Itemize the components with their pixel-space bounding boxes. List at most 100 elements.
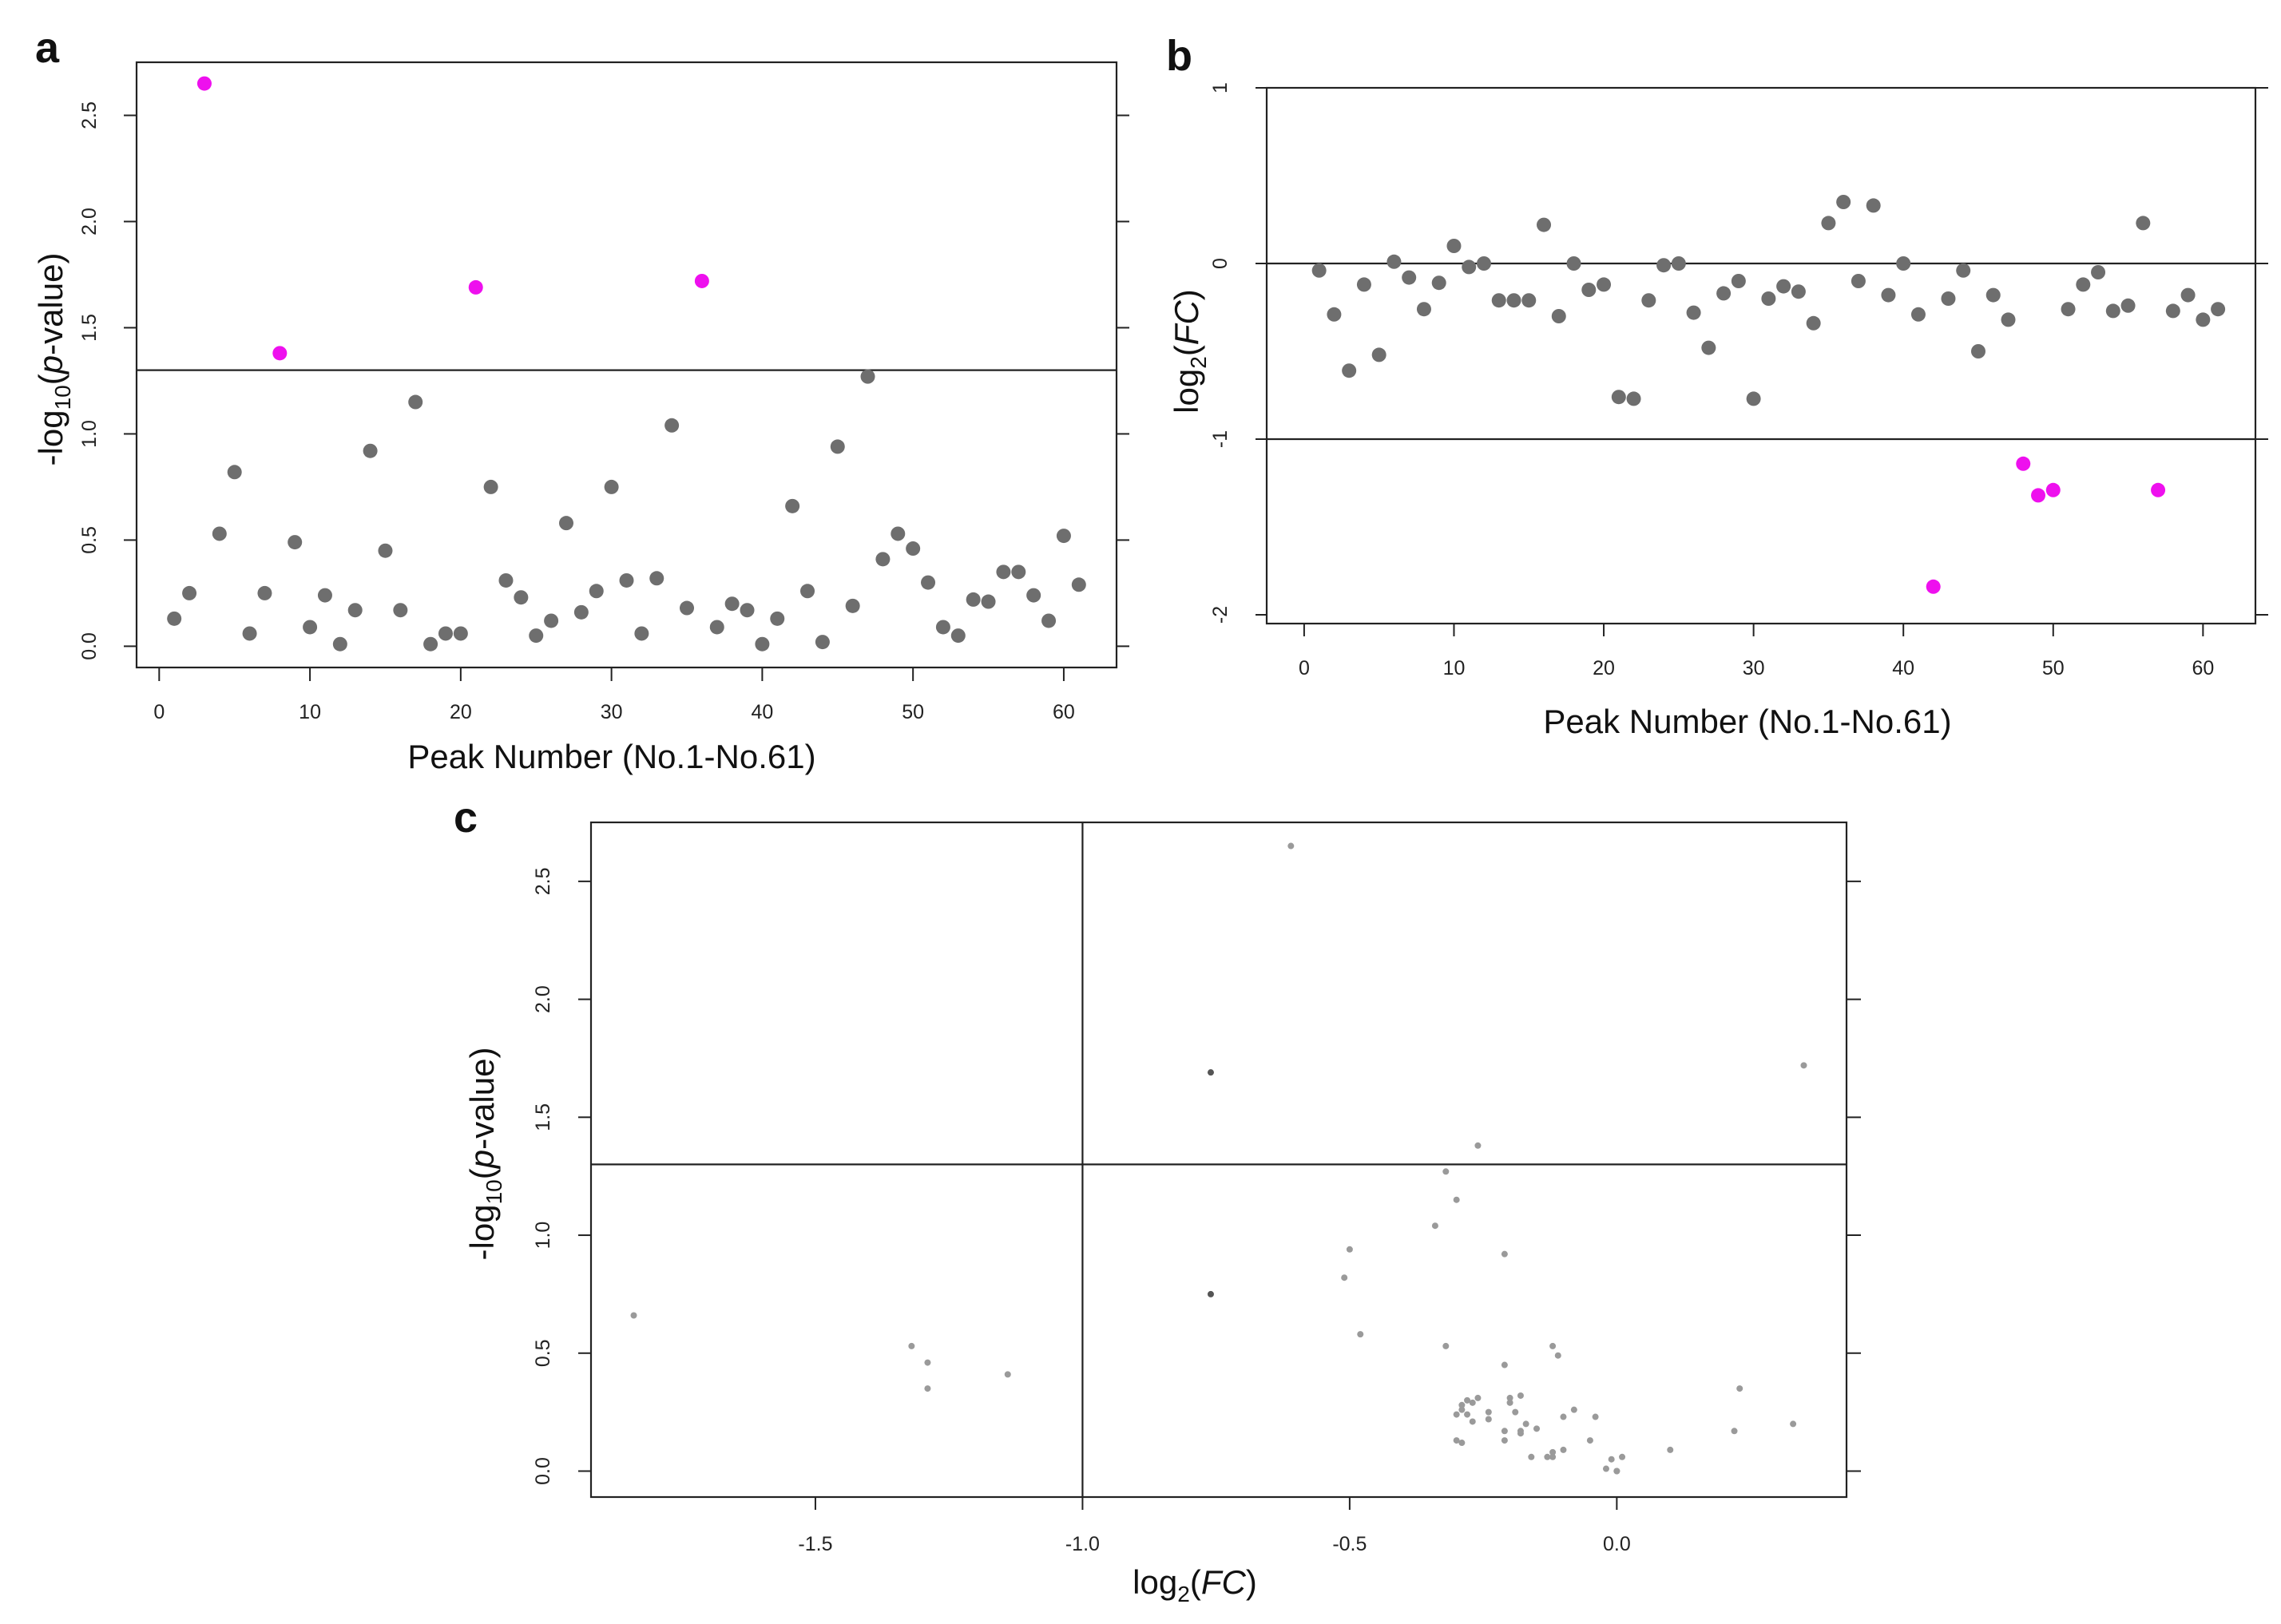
panel-a-point	[604, 479, 619, 494]
panel-a-x-tick-label: 0	[153, 701, 165, 723]
panel-c-point	[1004, 1371, 1011, 1378]
panel-c-point	[1501, 1428, 1508, 1435]
panel-b-point-significant	[2016, 456, 2031, 471]
panel-a-x-tick-label: 40	[751, 701, 773, 723]
panel-a-point	[891, 526, 906, 541]
panel-a-point	[227, 465, 242, 480]
panel-a-point	[634, 626, 649, 641]
panel-a-point	[573, 604, 589, 620]
panel-a-y-axis-title: -log10(p-value)	[32, 253, 75, 466]
panel-b-point	[1806, 315, 1821, 331]
panel-c-point	[1346, 1246, 1353, 1253]
panel-c-point	[1549, 1453, 1557, 1460]
panel-b-point	[1985, 287, 2001, 303]
panel-a-point	[483, 479, 498, 494]
panel-b-point	[1731, 274, 1746, 288]
panel-c-x-tick-label: -1.0	[1065, 1533, 1100, 1555]
panel-a-point	[981, 594, 996, 609]
panel-b-point-significant	[1926, 579, 1941, 594]
panel-a-scatter-plot: 0 10 20 30 40 50 60 0.0 0.5 1.0 1.5 2.0 2.5 Peak Nu…	[32, 61, 1129, 775]
panel-c-point	[1554, 1352, 1561, 1359]
panel-c-point	[1790, 1420, 1797, 1428]
panel-c-point	[1464, 1396, 1471, 1404]
panel-a-point	[1011, 564, 1026, 580]
panel-c-point	[1517, 1392, 1524, 1399]
panel-c-point	[1474, 1394, 1482, 1401]
panel-a-point	[438, 626, 453, 641]
panel-c-point	[1560, 1446, 1567, 1453]
panel-letter-a: a	[35, 24, 60, 72]
panel-b-point	[1506, 293, 1521, 308]
panel-c-point	[1207, 1069, 1214, 1076]
panel-a-point	[1056, 529, 1071, 544]
panel-a-point	[875, 552, 891, 567]
panel-b-point	[1791, 284, 1806, 299]
panel-a-point	[303, 620, 318, 635]
panel-a-point	[935, 620, 950, 635]
panel-c-point	[1453, 1411, 1460, 1418]
panel-b-point	[2001, 312, 2016, 327]
panel-b-point	[1311, 263, 1327, 278]
panel-c-point	[1528, 1453, 1535, 1460]
panel-c-point	[1592, 1413, 1599, 1420]
panel-c-y-tick-label: 0.5	[532, 1339, 554, 1367]
panel-b-point	[1910, 307, 1926, 322]
panel-b-point	[2105, 303, 2120, 319]
panel-b-point	[1491, 293, 1506, 308]
panel-c-frame	[589, 821, 1848, 1499]
panel-a-point	[709, 620, 724, 635]
panel-b-point	[2196, 312, 2211, 327]
panel-b-point	[1761, 291, 1776, 306]
panel-b-point	[1386, 254, 1402, 269]
panel-a-point	[1026, 588, 1041, 603]
panel-a-x-tick-label: 60	[1053, 701, 1075, 723]
panel-c-point	[1544, 1453, 1551, 1460]
panel-b-point	[1342, 363, 1357, 378]
panel-a-frame	[135, 61, 1118, 669]
panel-b-x-tick-label: 50	[2042, 657, 2065, 679]
panel-a-y-tick-label: 0.5	[78, 526, 101, 554]
panel-b-point	[1476, 256, 1491, 271]
panel-c-point	[1506, 1394, 1513, 1401]
panel-c-point	[1608, 1456, 1615, 1463]
panel-a-point	[619, 572, 634, 588]
panel-a-point	[906, 541, 921, 557]
panel-b-point	[1551, 309, 1566, 323]
panel-a-point	[680, 600, 695, 616]
panel-b-point	[2180, 287, 2196, 303]
panel-c-point	[924, 1359, 931, 1366]
panel-a-point	[815, 635, 830, 650]
panel-c-point	[1549, 1448, 1557, 1456]
panel-c-point	[1442, 1168, 1450, 1175]
panel-c-point	[1522, 1420, 1529, 1428]
panel-a-point	[212, 526, 227, 541]
panel-c-point	[1464, 1411, 1471, 1418]
panel-b-point	[1597, 277, 1612, 292]
panel-c-x-tick-label: -1.5	[798, 1533, 832, 1555]
panel-c-y-tick-label: 1.5	[532, 1103, 554, 1131]
panel-a-y-tick-label: 2.0	[78, 208, 101, 236]
panel-c-point	[1602, 1465, 1609, 1472]
panel-b-point	[1776, 279, 1791, 294]
panel-c-x-tick-label: -0.5	[1332, 1533, 1367, 1555]
panel-c-point	[1501, 1361, 1508, 1369]
panel-a-x-axis-title: Peak Number (No.1-No.61)	[407, 738, 815, 775]
panel-a-point	[785, 498, 800, 513]
panel-a-point	[860, 369, 875, 384]
panel-b-point	[1356, 277, 1371, 292]
panel-c-y-tick-label: 1.0	[532, 1222, 554, 1250]
panel-c-point	[1501, 1250, 1508, 1258]
panel-a-point	[649, 571, 664, 586]
panel-b-x-tick-label: 30	[1743, 657, 1765, 679]
panel-b-point	[2091, 265, 2106, 279]
panel-c-point	[1453, 1437, 1460, 1444]
panel-c-x-axis-title: log2(FC)	[1133, 1563, 1257, 1606]
panel-b-x-tick-label: 20	[1593, 657, 1615, 679]
panel-b-x-axis-title: Peak Number (No.1-No.61)	[1543, 703, 1951, 740]
panel-c-point	[1485, 1408, 1492, 1416]
panel-b-y-tick-label: 0	[1209, 258, 1232, 269]
panel-c-point	[1453, 1196, 1460, 1203]
panel-c-point	[1570, 1406, 1577, 1413]
panel-a-point	[393, 603, 408, 618]
